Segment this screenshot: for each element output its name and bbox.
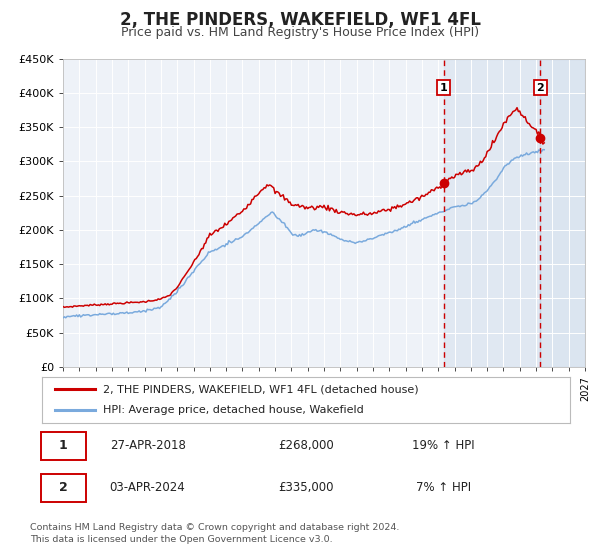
Text: 2: 2 [59, 481, 67, 494]
FancyBboxPatch shape [41, 432, 86, 460]
Text: 2: 2 [536, 82, 544, 92]
Bar [541, 59, 585, 367]
Text: Contains HM Land Registry data © Crown copyright and database right 2024.
This d: Contains HM Land Registry data © Crown c… [30, 523, 400, 544]
Bar [443, 59, 541, 367]
Text: 03-APR-2024: 03-APR-2024 [110, 481, 185, 494]
Text: 19% ↑ HPI: 19% ↑ HPI [412, 439, 475, 452]
Text: 2, THE PINDERS, WAKEFIELD, WF1 4FL: 2, THE PINDERS, WAKEFIELD, WF1 4FL [119, 11, 481, 29]
Text: 2, THE PINDERS, WAKEFIELD, WF1 4FL (detached house): 2, THE PINDERS, WAKEFIELD, WF1 4FL (deta… [103, 384, 418, 394]
Text: 7% ↑ HPI: 7% ↑ HPI [416, 481, 471, 494]
Text: 1: 1 [59, 439, 67, 452]
Text: £335,000: £335,000 [278, 481, 334, 494]
Text: 27-APR-2018: 27-APR-2018 [110, 439, 185, 452]
FancyBboxPatch shape [41, 474, 86, 502]
Text: HPI: Average price, detached house, Wakefield: HPI: Average price, detached house, Wake… [103, 405, 364, 416]
Text: Price paid vs. HM Land Registry's House Price Index (HPI): Price paid vs. HM Land Registry's House … [121, 26, 479, 39]
Text: £268,000: £268,000 [278, 439, 334, 452]
Text: 1: 1 [440, 82, 448, 92]
